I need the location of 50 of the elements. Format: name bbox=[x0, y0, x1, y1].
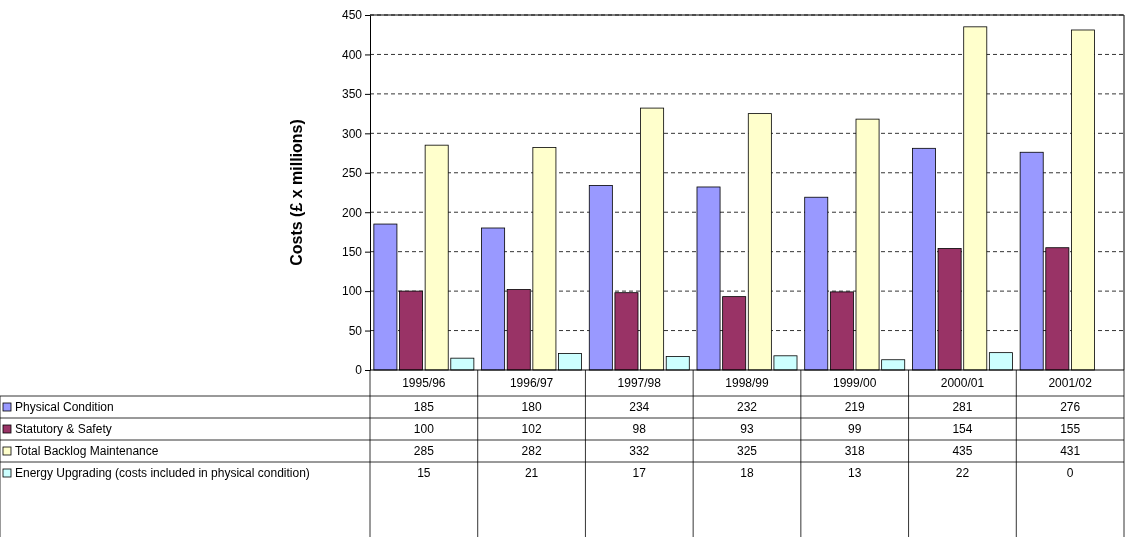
x-tick-label: 1995/96 bbox=[402, 376, 446, 390]
x-tick-label: 1997/98 bbox=[617, 376, 662, 390]
data-label: 325 bbox=[736, 444, 758, 458]
legend-label: Total Backlog Maintenance bbox=[15, 444, 159, 458]
y-tick-label: 50 bbox=[348, 323, 363, 338]
data-label: 332 bbox=[629, 444, 650, 458]
data-label: 0 bbox=[1066, 466, 1074, 480]
data-label: 17 bbox=[632, 466, 647, 480]
data-label: 318 bbox=[844, 444, 866, 458]
y-axis-title: Costs (£ x millions) bbox=[288, 119, 305, 266]
data-label: 100 bbox=[413, 422, 435, 436]
data-label: 22 bbox=[955, 466, 970, 480]
data-label: 99 bbox=[848, 422, 862, 436]
data-label: 431 bbox=[1060, 444, 1081, 458]
x-tick-label: 1999/00 bbox=[833, 376, 877, 390]
y-tick-label: 200 bbox=[341, 205, 363, 220]
data-label: 232 bbox=[736, 400, 758, 414]
data-label: 102 bbox=[521, 422, 542, 436]
legend-label: Statutory & Safety bbox=[15, 422, 112, 436]
y-tick-label: 0 bbox=[355, 363, 363, 378]
y-tick-label: 400 bbox=[341, 47, 363, 62]
x-tick-label: 1996/97 bbox=[509, 376, 554, 390]
data-label: 18 bbox=[740, 466, 754, 480]
data-label: 282 bbox=[521, 444, 542, 458]
data-label: 435 bbox=[952, 444, 973, 458]
data-label: 285 bbox=[413, 444, 435, 458]
data-label: 15 bbox=[417, 466, 431, 480]
data-label: 281 bbox=[952, 400, 973, 414]
data-label: 21 bbox=[524, 466, 539, 480]
data-label: 234 bbox=[629, 400, 650, 414]
y-tick-label: 350 bbox=[341, 87, 363, 102]
y-tick-label: 250 bbox=[341, 166, 363, 181]
data-label: 93 bbox=[740, 422, 754, 436]
data-label: 155 bbox=[1060, 422, 1081, 436]
legend-label: Energy Upgrading (costs included in physical condition) bbox=[15, 466, 310, 480]
data-label: 219 bbox=[844, 400, 866, 414]
x-tick-label: 2001/02 bbox=[1048, 376, 1093, 390]
legend-label: Physical Condition bbox=[15, 400, 114, 414]
data-label: 98 bbox=[632, 422, 647, 436]
data-label: 154 bbox=[952, 422, 973, 436]
y-tick-label: 450 bbox=[341, 8, 363, 23]
y-tick-label: 150 bbox=[341, 245, 363, 260]
data-label: 185 bbox=[413, 400, 435, 414]
data-label: 276 bbox=[1060, 400, 1081, 414]
y-tick-label: 300 bbox=[341, 126, 363, 141]
data-label: 180 bbox=[521, 400, 542, 414]
x-tick-label: 1998/99 bbox=[725, 376, 770, 390]
data-label: 13 bbox=[848, 466, 862, 480]
x-tick-label: 2000/01 bbox=[940, 376, 985, 390]
y-tick-label: 100 bbox=[341, 284, 363, 299]
